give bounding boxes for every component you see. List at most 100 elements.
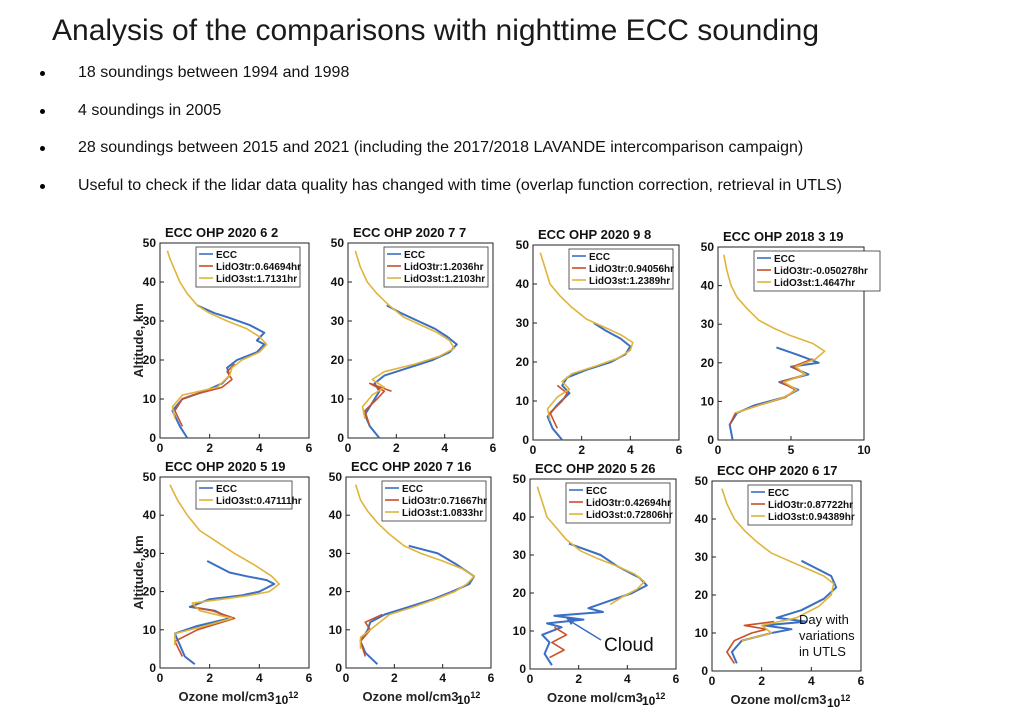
x-tick-label: 4 <box>627 443 634 457</box>
x-multiplier-label: 1012 <box>827 693 850 709</box>
legend-entry: LidO3st:1.0833hr <box>402 508 483 519</box>
y-tick-label: 30 <box>143 314 157 328</box>
legend-box <box>381 480 487 522</box>
series-line-lido3tr <box>174 606 236 657</box>
x-multiplier-label: 1012 <box>275 690 298 707</box>
y-tick-label: 20 <box>143 585 157 599</box>
y-tick-label: 10 <box>516 394 530 408</box>
x-tick-label: 2 <box>391 671 398 685</box>
y-tick-label: 50 <box>513 472 527 486</box>
series-line-lido3st <box>539 252 634 421</box>
x-tick-label: 6 <box>306 671 313 685</box>
series-line-lido3st <box>354 484 475 649</box>
series-line-lido3tr <box>364 382 392 427</box>
x-tick-label: 2 <box>758 674 765 688</box>
x-tick-label: 2 <box>206 441 213 455</box>
bullet-dot <box>40 71 45 76</box>
legend-entry: LidO3st:0.72806hr <box>586 510 673 521</box>
y-tick-label: 0 <box>701 664 708 678</box>
utls-note-line: in UTLS <box>799 644 846 659</box>
utls-note-line: Day with <box>799 612 849 627</box>
y-tick-label: 0 <box>707 433 714 447</box>
panel-title: ECC OHP 2020 5 19 <box>165 459 285 474</box>
legend-entry: LidO3st:1.7131hr <box>216 274 297 285</box>
panel-title: ECC OHP 2018 3 19 <box>723 229 843 244</box>
y-tick-label: 0 <box>337 431 344 445</box>
x-tick-label: 0 <box>343 671 350 685</box>
bullet-item: 28 soundings between 2015 and 2021 (incl… <box>40 135 842 173</box>
legend-entry: ECC <box>586 486 607 497</box>
legend-entry: ECC <box>216 484 237 495</box>
legend-box <box>753 250 881 292</box>
x-tick-label: 6 <box>488 671 495 685</box>
legend-entry: LidO3st:0.94389hr <box>768 512 855 523</box>
legend-entry: LidO3tr:0.94056hr <box>589 264 674 275</box>
bullet-text: Useful to check if the lidar data qualit… <box>78 176 842 194</box>
y-tick-label: 0 <box>149 431 156 445</box>
y-tick-label: 30 <box>329 546 343 560</box>
series-line-lido3st <box>166 250 268 419</box>
y-tick-label: 20 <box>143 353 157 367</box>
x-tick-label: 6 <box>676 443 683 457</box>
x-tick-label: 4 <box>256 671 263 685</box>
x-tick-label: 2 <box>393 441 400 455</box>
y-tick-label: 40 <box>701 279 715 293</box>
bullet-text: 28 soundings between 2015 and 2021 (incl… <box>78 139 804 156</box>
bullet-text: 18 soundings between 1994 and 1998 <box>78 64 350 81</box>
y-tick-label: 10 <box>143 392 157 406</box>
cloud-arrow <box>569 620 602 641</box>
bullet-dot <box>40 108 45 114</box>
x-tick-label: 4 <box>441 441 448 455</box>
chart-panel: 0 2 4 6 0 10 20 30 40 50 ECC OHP 2020 5 19 ECCLidO3… <box>131 459 313 707</box>
series-line-lido3st <box>169 484 281 646</box>
cloud-label: Cloud <box>604 635 654 656</box>
legend-entry: LidO3st:1.2389hr <box>589 276 670 287</box>
y-tick-label: 40 <box>695 512 709 526</box>
series-line-lido3tr <box>549 626 568 659</box>
y-tick-label: 50 <box>331 236 345 250</box>
series-line-lido3tr <box>549 384 568 429</box>
x-tick-label: 10 <box>857 443 871 457</box>
chart-panel: 0 2 4 6 0 10 20 30 40 50 ECC OHP 2020 6 2 ECCLidO3t… <box>131 225 313 455</box>
x-axis-label: Ozone mol/cm3 <box>730 692 826 707</box>
x-multiplier-exponent: 12 <box>840 693 850 703</box>
x-tick-label: 0 <box>709 674 716 688</box>
legend-entry: LidO3tr:0.71667hr <box>402 496 487 507</box>
x-tick-label: 0 <box>157 441 164 455</box>
y-tick-label: 30 <box>143 546 157 560</box>
y-tick-label: 30 <box>331 314 345 328</box>
y-tick-label: 20 <box>701 356 715 370</box>
legend-entry: LidO3tr:1.2036hr <box>404 262 484 273</box>
y-tick-label: 30 <box>695 550 709 564</box>
x-multiplier-exponent: 12 <box>655 691 665 701</box>
x-tick-label: 0 <box>715 443 722 457</box>
y-tick-label: 20 <box>695 588 709 602</box>
y-tick-label: 20 <box>513 586 527 600</box>
x-tick-label: 2 <box>575 672 582 686</box>
x-multiplier-exponent: 12 <box>470 690 480 700</box>
legend-entry: ECC <box>589 252 610 263</box>
y-tick-label: 30 <box>513 548 527 562</box>
y-tick-label: 20 <box>331 353 345 367</box>
y-tick-label: 50 <box>701 240 715 254</box>
y-tick-label: 20 <box>329 585 343 599</box>
series-line-lido3st <box>354 250 456 419</box>
y-tick-label: 40 <box>143 508 157 522</box>
x-axis-label: Ozone mol/cm3 <box>362 689 458 704</box>
legend-entry: LidO3st:1.2103hr <box>404 274 485 285</box>
y-tick-label: 0 <box>519 662 526 676</box>
x-axis-label: Ozone mol/cm3 <box>178 689 274 704</box>
x-tick-label: 4 <box>808 674 815 688</box>
utls-note-line: variations <box>799 628 855 643</box>
panel-title: ECC OHP 2020 5 26 <box>535 461 655 476</box>
panel-title: ECC OHP 2020 6 2 <box>165 225 278 240</box>
bullet-dot <box>40 146 45 151</box>
legend-entry: ECC <box>402 484 423 495</box>
bullet-text: 4 soundings in 2005 <box>78 101 222 119</box>
y-tick-label: 50 <box>695 474 709 488</box>
